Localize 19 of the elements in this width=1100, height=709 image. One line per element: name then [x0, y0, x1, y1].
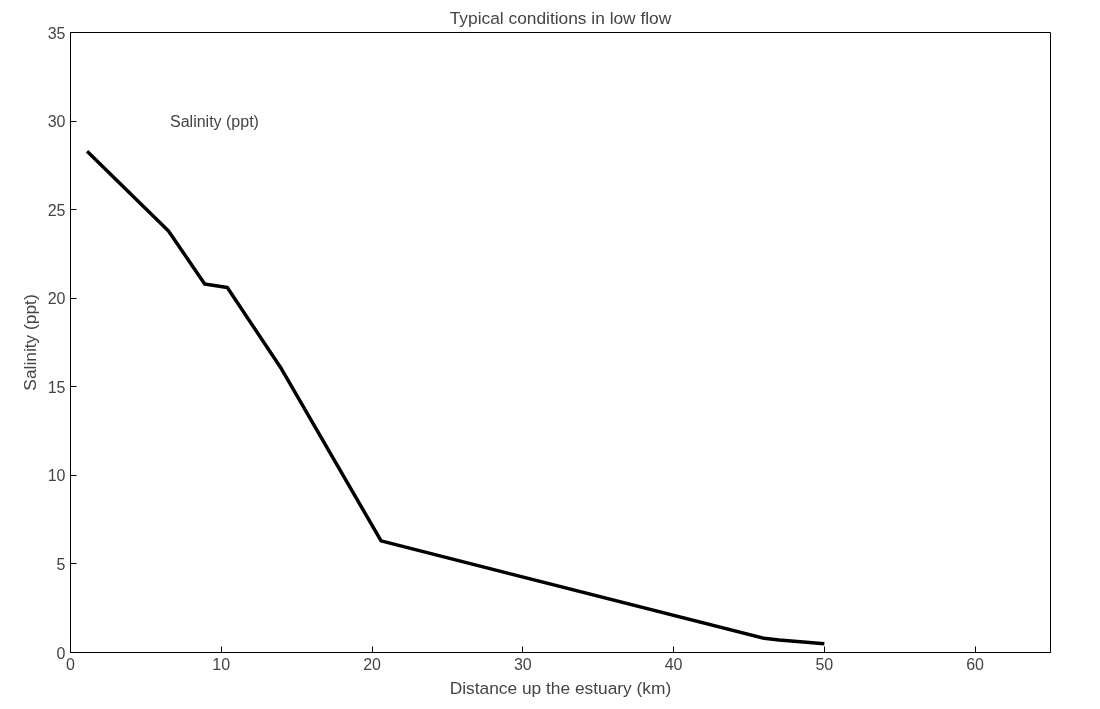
text: Salinity (ppt) [170, 112, 259, 130]
x-tick-label: 20 [363, 655, 382, 673]
x-tick-label: 60 [966, 655, 985, 673]
y-tick-label: 0 [56, 644, 66, 662]
x-tick-label: 50 [815, 655, 834, 673]
y-tick-label: 10 [47, 467, 66, 485]
x-tick-label: 10 [212, 655, 231, 673]
x-tick-label: 30 [513, 655, 532, 673]
y-tick-label: 15 [47, 378, 66, 396]
y-tick-label: 35 [47, 24, 66, 42]
y-tick-label: 5 [56, 555, 66, 573]
y-tick-label: 25 [47, 201, 66, 219]
y-tick-label: 30 [47, 113, 66, 131]
x-axis-title: Distance up the estuary (km) [449, 677, 672, 698]
y-axis-title: Salinity (ppt) [19, 294, 40, 391]
x-tick-label: 40 [664, 655, 683, 673]
line-series [85, 149, 827, 646]
y-tick-label: 20 [47, 290, 66, 308]
chart-title: Typical conditions in low flow [449, 7, 672, 28]
